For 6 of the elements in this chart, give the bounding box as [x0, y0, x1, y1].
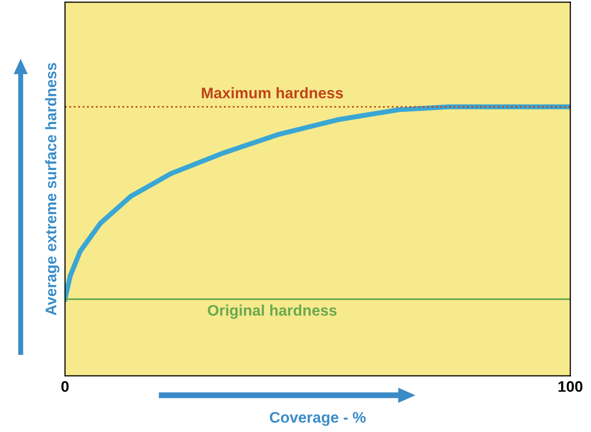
x-axis-title: Coverage - %	[270, 412, 366, 426]
y-axis-title: Average extreme surface hardness	[45, 62, 60, 316]
x-tick-label: 100	[558, 381, 582, 392]
ref-line-label: Original hardness	[208, 304, 337, 319]
ref-line-label: Maximum hardness	[202, 87, 343, 98]
x-tick-label: 0	[61, 381, 69, 392]
